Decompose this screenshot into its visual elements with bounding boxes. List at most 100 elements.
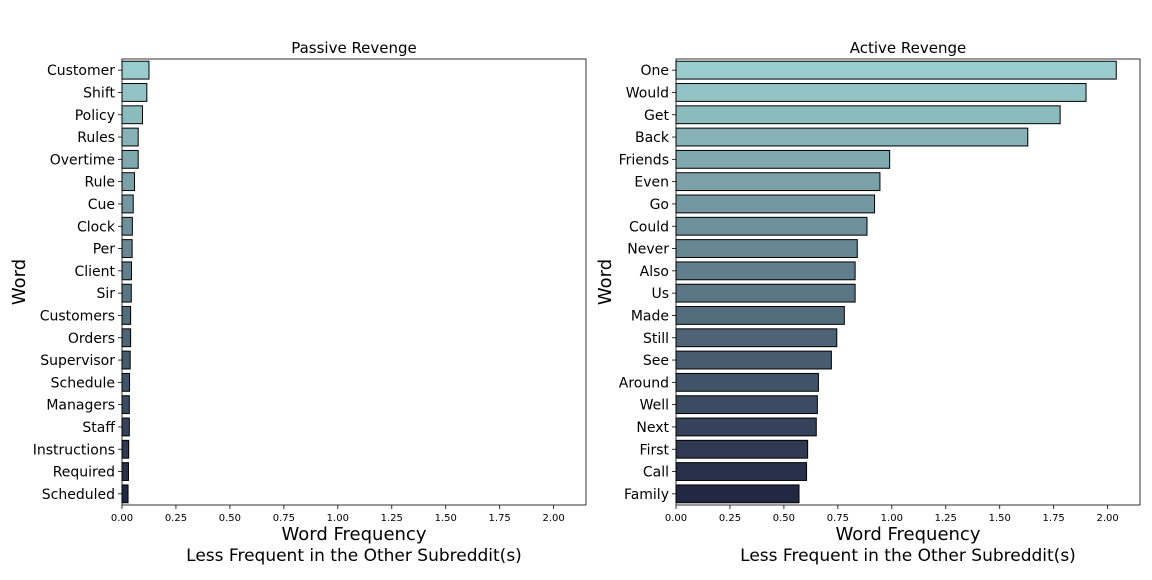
category-label: Orders [68,331,115,347]
category-labels: One Would Get Back Friends Even Go Could Never Al… [619,63,676,503]
category-label: Sir [96,286,115,302]
category-label: Us [651,286,669,302]
x-tick-label: 1.75 [489,513,511,524]
bar-cue [121,194,134,214]
bar-one [675,60,1117,80]
bar-rule [121,172,136,192]
category-labels: Customer Shift Policy Rules Overtime Rule Cue C… [33,63,122,503]
bar-call [675,462,808,481]
bar-sir [121,283,132,303]
bar-first [675,439,809,459]
chart-title: Active Revenge [850,39,967,57]
bar-supervisor [121,350,131,370]
x-tick-label: 1.00 [327,513,349,524]
chart-title: Passive Revenge [291,39,417,57]
bar-get [675,105,1061,125]
category-label: Made [631,308,669,324]
category-label: Clock [77,219,116,235]
x-tick-label: 0.00 [665,513,687,524]
category-label: First [640,442,670,458]
x-tick-labels: 0.00 0.25 0.50 0.75 1.00 1.25 1.50 1.75 2.00 [665,505,1119,524]
bars-group [121,60,150,504]
x-tick-label: 0.75 [827,513,849,524]
x-axis-label: Word Frequency [282,524,427,545]
passive-revenge-panel: Passive Revenge Word Word Frequency Less… [9,39,587,566]
bar-orders [121,328,132,348]
x-tick-label: 1.50 [989,513,1011,524]
x-tick-label: 2.00 [542,513,564,524]
x-tick-label: 0.50 [773,513,795,524]
category-label: Also [640,264,669,280]
x-tick-label: 0.25 [719,513,741,524]
category-label: Around [619,375,669,391]
y-axis-label: Word [9,259,30,305]
bar-also [675,261,856,281]
x-axis-sublabel: Less Frequent in the Other Subreddit(s) [740,546,1076,566]
category-label: Back [635,130,670,146]
bar-friends [675,149,891,169]
bar-per [121,239,133,258]
bar-instructions [121,439,130,459]
category-label: One [640,63,669,79]
plot-frame [675,58,1141,506]
bar-would [675,83,1087,102]
bar-schedule [121,372,131,392]
bar-next [675,417,817,437]
bar-managers [121,395,130,415]
category-label: Would [626,85,669,101]
category-label: See [643,353,669,369]
x-axis-label: Word Frequency [836,524,981,545]
bar-around [675,372,819,392]
plot-frame [121,58,587,506]
category-label: Instructions [33,442,115,458]
category-label: Client [74,264,115,280]
bar-go [675,194,876,214]
category-label: Customers [40,308,115,324]
category-label: Scheduled [42,487,115,503]
bar-even [675,172,881,192]
category-label: Shift [83,85,115,101]
category-label: Rules [77,130,115,146]
y-axis-label: Word [595,259,616,305]
bar-rules [121,127,139,147]
category-label: Even [634,175,669,191]
x-tick-label: 0.75 [273,513,295,524]
category-label: Supervisor [40,353,115,369]
category-label: Call [643,465,669,481]
category-label: Customer [47,63,115,79]
bar-shift [121,83,148,102]
bar-back [675,127,1029,147]
x-tick-label: 1.75 [1043,513,1065,524]
bar-us [675,283,856,303]
x-tick-label: 0.25 [165,513,187,524]
bar-still [675,328,838,348]
category-label: Still [643,331,669,347]
category-label: Could [629,219,669,235]
bar-staff [121,417,130,437]
x-tick-label: 2.00 [1096,513,1118,524]
category-label: Friends [619,152,669,168]
x-axis-sublabel: Less Frequent in the Other Subreddit(s) [186,546,522,566]
x-tick-labels: 0.00 0.25 0.50 0.75 1.00 1.25 1.50 1.75 2.00 [111,505,565,524]
bar-family [675,484,800,504]
category-label: Schedule [51,375,115,391]
category-label: Next [636,420,669,436]
bar-overtime [121,149,139,169]
bar-customers [121,306,132,325]
bar-clock [121,216,133,236]
bar-could [675,216,868,236]
bar-required [121,462,129,481]
x-tick-label: 1.00 [881,513,903,524]
bar-customer [121,60,150,80]
category-label: Policy [75,108,115,124]
x-tick-label: 0.00 [111,513,133,524]
bar-never [675,239,858,258]
category-label: Go [650,197,669,213]
bar-made [675,306,845,325]
bar-policy [121,105,144,125]
category-label: Managers [46,398,115,414]
category-label: Rule [85,175,115,191]
bars-group [675,60,1117,504]
category-label: Well [640,398,669,414]
bar-client [121,261,132,281]
